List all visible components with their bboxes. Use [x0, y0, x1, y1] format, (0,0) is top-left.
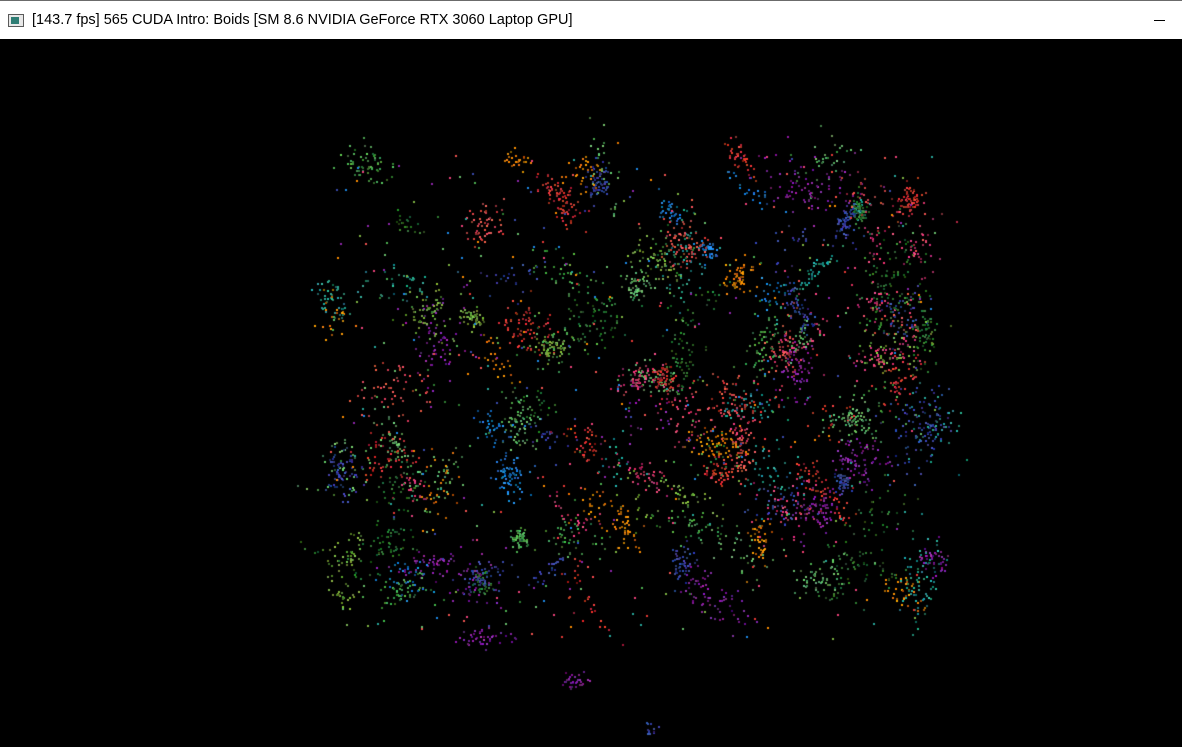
title-bar[interactable]: [143.7 fps] 565 CUDA Intro: Boids [SM 8.…	[0, 0, 1182, 39]
boids-particle-canvas	[0, 39, 1182, 747]
boids-viewport[interactable]	[0, 39, 1182, 747]
app-icon[interactable]	[8, 13, 24, 27]
minimize-icon	[1153, 19, 1165, 21]
minimize-button[interactable]	[1136, 1, 1182, 39]
window-title: [143.7 fps] 565 CUDA Intro: Boids [SM 8.…	[32, 12, 573, 28]
